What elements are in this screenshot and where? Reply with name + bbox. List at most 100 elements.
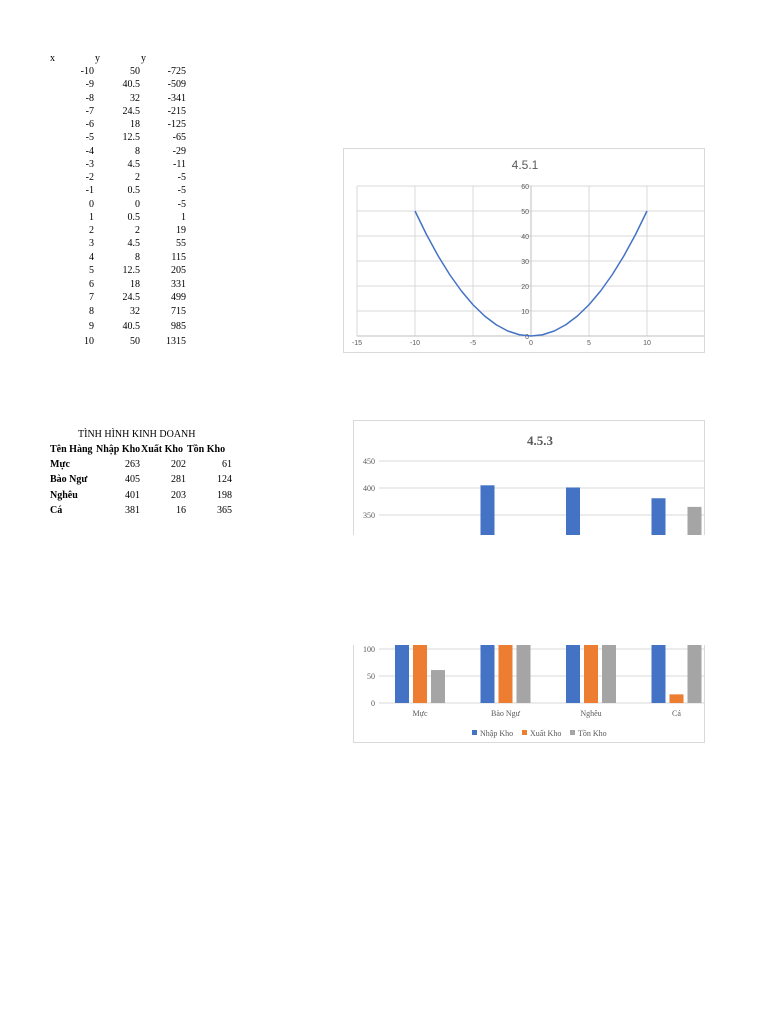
table1-header-y2: y — [141, 53, 146, 64]
table1-header-y1: y — [95, 53, 100, 64]
bar-3-0 — [651, 645, 666, 703]
y2-cell: 115 — [171, 252, 186, 263]
x-cell: 10 — [84, 336, 94, 347]
y1-cell: 4.5 — [127, 238, 141, 249]
stock-out-cell: 16 — [176, 504, 186, 516]
chart-title: 4.5.3 — [527, 433, 554, 448]
bar-3-0 — [651, 498, 666, 535]
bar-1-0 — [480, 485, 495, 535]
x-tick-label: -15 — [352, 340, 362, 347]
bar-1-0 — [480, 645, 495, 703]
x-cell: 4 — [89, 252, 94, 263]
bar-1-2 — [516, 645, 531, 703]
x-category-label: Nghêu — [580, 709, 601, 718]
product-name-cell: Nghêu — [50, 489, 78, 501]
bar-0-2 — [431, 670, 445, 703]
product-name-cell: Cá — [50, 504, 63, 516]
business-table-title: TÌNH HÌNH KINH DOANH — [78, 429, 196, 440]
bar-0-1 — [413, 645, 427, 703]
bar-chart-4-5-3-top[interactable]: 350 400 450 4.5.3 — [353, 420, 705, 535]
legend-swatch — [522, 730, 527, 735]
stock-in-cell: 381 — [125, 504, 140, 516]
y-tick-label: 0 — [371, 699, 375, 708]
bar-2-1 — [584, 645, 598, 703]
y1-cell: 12.5 — [122, 265, 141, 276]
x-cell: -3 — [85, 159, 94, 170]
y2-cell: -5 — [177, 199, 186, 210]
x-cell: -4 — [85, 146, 94, 157]
chart-title: 4.5.1 — [512, 158, 539, 172]
y2-cell: 1 — [181, 212, 186, 223]
y2-cell: 205 — [171, 265, 186, 276]
y1-cell: 2 — [135, 225, 140, 236]
y1-cell: 50 — [130, 336, 140, 347]
legend-swatch — [570, 730, 575, 735]
legend-label: Tồn Kho — [578, 729, 607, 738]
x-category-label: Mực — [413, 709, 428, 718]
product-name-cell: Bào Ngư — [50, 474, 88, 486]
x-cell: 2 — [89, 225, 94, 236]
bar-2-2 — [602, 645, 616, 703]
y2-cell: -125 — [167, 119, 186, 130]
x-cell: 3 — [89, 238, 94, 249]
y-tick-label: 10 — [521, 309, 529, 316]
y1-cell: 40.5 — [122, 79, 141, 90]
y-tick-label: 100 — [363, 645, 375, 654]
x-cell: -5 — [85, 132, 94, 143]
y2-cell: -5 — [177, 172, 186, 183]
y-tick-label: 400 — [363, 484, 375, 493]
y2-cell: 985 — [171, 321, 186, 332]
x-cell: 7 — [89, 292, 94, 303]
y2-cell: 55 — [176, 238, 186, 249]
y1-cell: 2 — [135, 172, 140, 183]
bar-chart-4-5-3-bottom[interactable]: 0 50 100 Mực Bào Ngư Nghêu Cá Nhập Kho Xuất Kho T… — [353, 645, 705, 743]
x-cell: -7 — [85, 106, 94, 117]
y1-cell: 0 — [135, 199, 140, 210]
y1-cell: 50 — [130, 66, 140, 77]
line-chart-svg: 4.5.1 0 10 20 30 40 50 60 -15 -10 -5 0 5 10 — [352, 158, 704, 347]
x-cell: 1 — [89, 212, 94, 223]
y2-cell: 19 — [176, 225, 186, 236]
bar-2-0 — [566, 487, 580, 535]
x-cell: -8 — [85, 93, 94, 104]
bar-chart-top-svg: 350 400 450 4.5.3 — [363, 433, 704, 535]
y2-cell: -509 — [167, 79, 186, 90]
y-tick-label: 30 — [521, 259, 529, 266]
x-cell: 5 — [89, 265, 94, 276]
in-stock-cell: 365 — [217, 504, 232, 516]
x-cell: -1 — [85, 185, 94, 196]
y-tick-label: 50 — [367, 672, 375, 681]
y-tick-label: 60 — [521, 184, 529, 191]
x-cell: 8 — [89, 306, 94, 317]
y1-cell: 8 — [135, 146, 140, 157]
y1-cell: 40.5 — [122, 321, 141, 332]
bar-1-1 — [498, 645, 513, 703]
x-cell: -2 — [85, 172, 94, 183]
x-category-label: Bào Ngư — [491, 709, 521, 718]
y2-cell: 331 — [171, 279, 186, 290]
table1-header-x: x — [50, 53, 55, 64]
y2-cell: 1315 — [166, 336, 186, 347]
y2-cell: -5 — [177, 185, 186, 196]
x-tick-label: 0 — [529, 340, 533, 347]
product-name-cell: Mực — [50, 459, 70, 470]
legend-swatch — [472, 730, 477, 735]
line-chart-4-5-1[interactable]: 4.5.1 0 10 20 30 40 50 60 -15 -10 -5 0 5 10 — [343, 148, 705, 353]
x-tick-label: -10 — [410, 340, 420, 347]
x-category-label: Cá — [672, 709, 681, 718]
legend-label: Xuất Kho — [530, 729, 561, 738]
y1-cell: 0.5 — [127, 185, 141, 196]
y-tick-label: 0 — [525, 334, 529, 341]
y2-cell: -341 — [167, 93, 186, 104]
header-in-stock: Tồn Kho — [187, 444, 226, 455]
y1-cell: 18 — [130, 119, 140, 130]
bar-3-2 — [687, 506, 702, 535]
y1-cell: 4.5 — [127, 159, 141, 170]
stock-out-cell: 202 — [171, 459, 186, 470]
header-stock-out: Xuất Kho — [141, 444, 183, 455]
x-cell: -6 — [85, 119, 94, 130]
stock-out-cell: 281 — [171, 474, 186, 486]
x-tick-label: 10 — [643, 340, 651, 347]
stock-in-cell: 401 — [125, 489, 140, 501]
in-stock-cell: 124 — [217, 474, 232, 486]
